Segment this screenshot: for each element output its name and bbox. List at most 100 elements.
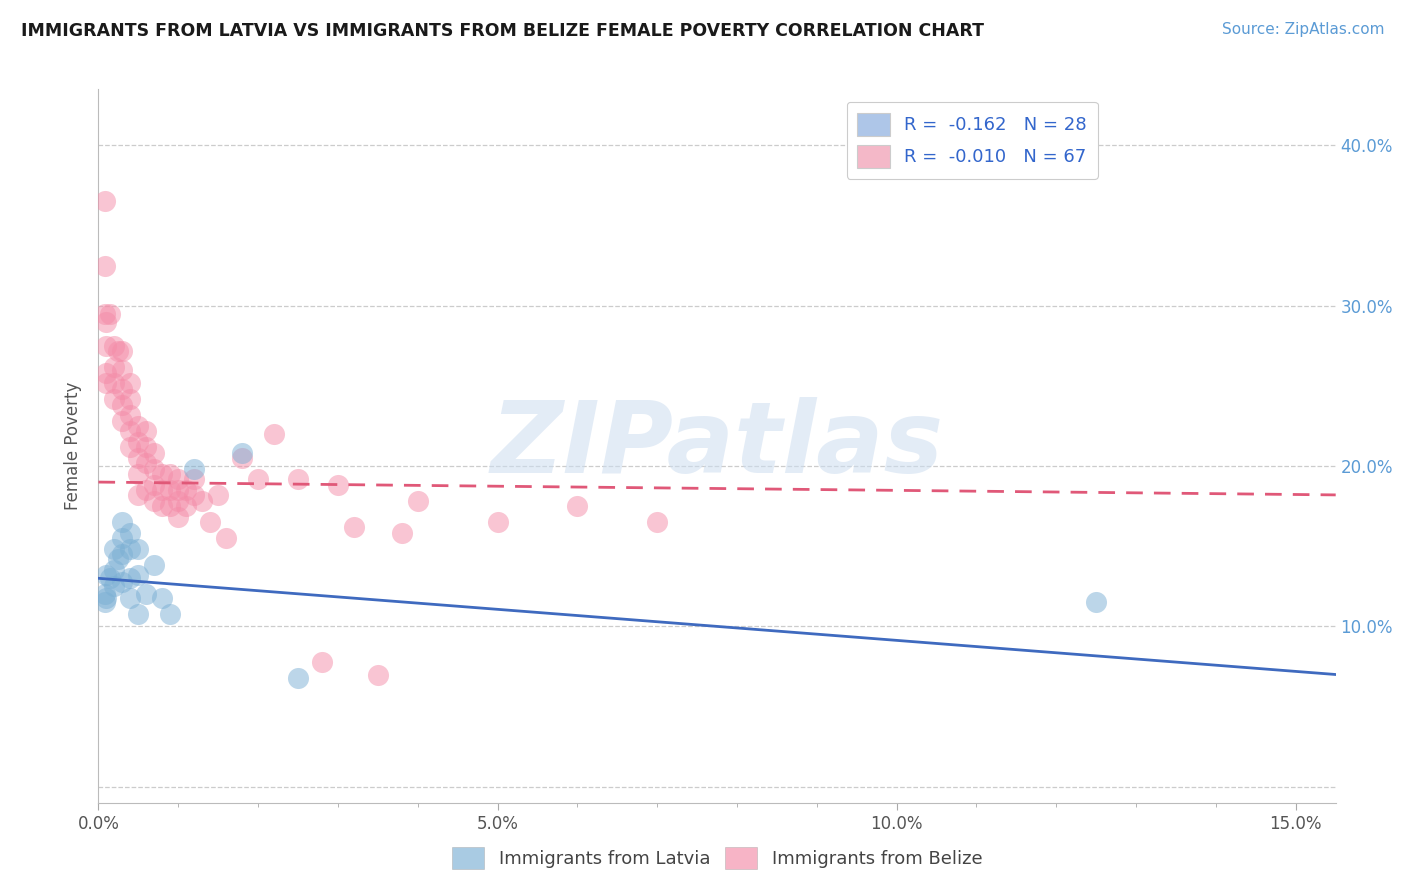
Point [167, 472, 190, 486]
Point [120, 571, 142, 585]
Point [174, 499, 197, 513]
Point [150, 483, 173, 497]
Point [127, 607, 149, 621]
Point [1085, 595, 1108, 609]
Point [107, 552, 129, 566]
Point [96, 366, 118, 380]
Point [127, 568, 149, 582]
Point [111, 343, 134, 358]
Point [111, 363, 134, 377]
Text: Source: ZipAtlas.com: Source: ZipAtlas.com [1222, 22, 1385, 37]
Point [120, 376, 142, 390]
Text: IMMIGRANTS FROM LATVIA VS IMMIGRANTS FROM BELIZE FEMALE POVERTY CORRELATION CHAR: IMMIGRANTS FROM LATVIA VS IMMIGRANTS FRO… [21, 22, 984, 40]
Point [486, 515, 509, 529]
Point [96, 339, 118, 353]
Point [263, 427, 285, 442]
Point [120, 526, 142, 541]
Point [103, 359, 125, 374]
Point [111, 398, 134, 412]
Point [287, 671, 309, 685]
Point [207, 488, 229, 502]
Point [135, 440, 157, 454]
Point [103, 542, 125, 557]
Point [111, 382, 134, 396]
Point [231, 446, 253, 460]
Point [150, 467, 173, 481]
Legend: Immigrants from Latvia, Immigrants from Belize: Immigrants from Latvia, Immigrants from … [444, 839, 990, 876]
Point [198, 515, 221, 529]
Point [191, 494, 214, 508]
Point [150, 591, 173, 605]
Point [96, 591, 118, 605]
Point [367, 667, 389, 681]
Point [103, 339, 125, 353]
Point [159, 483, 181, 497]
Point [183, 488, 205, 502]
Point [120, 542, 142, 557]
Y-axis label: Female Poverty: Female Poverty [65, 382, 83, 510]
Point [143, 462, 166, 476]
Point [127, 488, 149, 502]
Point [143, 494, 166, 508]
Point [127, 419, 149, 434]
Point [311, 655, 333, 669]
Point [96, 315, 118, 329]
Point [167, 510, 190, 524]
Point [94, 259, 117, 273]
Point [127, 542, 149, 557]
Point [111, 515, 134, 529]
Point [183, 472, 205, 486]
Point [127, 467, 149, 481]
Point [111, 574, 134, 589]
Point [100, 571, 122, 585]
Point [167, 483, 190, 497]
Point [287, 472, 309, 486]
Point [94, 307, 117, 321]
Point [135, 456, 157, 470]
Text: ZIPatlas: ZIPatlas [491, 398, 943, 494]
Point [174, 483, 197, 497]
Point [159, 499, 181, 513]
Point [645, 515, 668, 529]
Point [100, 307, 122, 321]
Point [103, 579, 125, 593]
Point [120, 392, 142, 406]
Point [120, 424, 142, 438]
Point [391, 526, 413, 541]
Point [127, 450, 149, 465]
Point [231, 450, 253, 465]
Point [135, 587, 157, 601]
Point [135, 483, 157, 497]
Point [143, 558, 166, 573]
Point [150, 499, 173, 513]
Point [94, 595, 117, 609]
Point [215, 531, 238, 545]
Point [103, 392, 125, 406]
Point [159, 467, 181, 481]
Point [103, 563, 125, 577]
Point [567, 499, 589, 513]
Point [96, 376, 118, 390]
Point [127, 435, 149, 450]
Point [120, 591, 142, 605]
Point [247, 472, 270, 486]
Point [120, 408, 142, 422]
Point [111, 531, 134, 545]
Point [143, 478, 166, 492]
Point [406, 494, 429, 508]
Point [107, 343, 129, 358]
Point [94, 587, 117, 601]
Point [143, 446, 166, 460]
Point [167, 494, 190, 508]
Point [120, 440, 142, 454]
Point [135, 424, 157, 438]
Point [111, 414, 134, 428]
Point [343, 520, 366, 534]
Point [326, 478, 349, 492]
Point [183, 462, 205, 476]
Point [159, 607, 181, 621]
Point [111, 547, 134, 561]
Point [103, 376, 125, 390]
Point [96, 568, 118, 582]
Point [94, 194, 117, 209]
